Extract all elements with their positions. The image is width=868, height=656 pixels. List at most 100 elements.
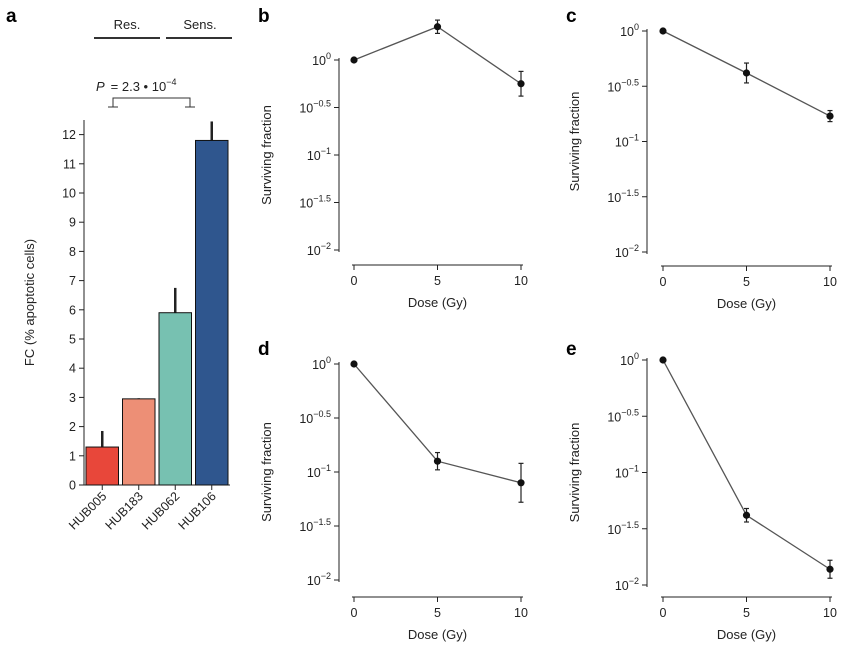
y-tick-exponent: −0.5	[621, 407, 639, 417]
x-tick-label: HUB106	[176, 489, 219, 532]
y-tick-label: 10−1.5	[607, 188, 639, 205]
y-tick-base: 10	[615, 579, 629, 593]
y-tick-label: 10−0.5	[299, 409, 331, 426]
y-axis-label: FC (% apoptotic cells)	[22, 239, 37, 366]
data-point	[433, 23, 442, 31]
x-axis-label: Dose (Gy)	[717, 627, 776, 642]
y-tick-base: 10	[607, 80, 621, 94]
x-tick-label: 10	[514, 606, 528, 620]
y-axis-label: Surviving fraction	[259, 105, 274, 205]
data-point	[742, 511, 751, 519]
y-tick-label: 10−1.5	[299, 194, 331, 211]
y-tick-base: 10	[620, 25, 634, 39]
series-line	[662, 359, 831, 570]
y-tick-base: 10	[607, 191, 621, 205]
panel-label-d: d	[258, 339, 270, 360]
series-line	[353, 26, 522, 85]
y-tick-label: 10	[62, 187, 76, 201]
y-tick-base: 10	[615, 136, 629, 150]
y-tick-label: 100	[312, 355, 331, 372]
data-point	[826, 565, 834, 573]
y-tick-exponent: −1.5	[621, 188, 639, 198]
bar-hub106	[195, 139, 229, 486]
y-tick-exponent: −0.5	[621, 77, 639, 87]
y-tick-label: 7	[69, 274, 76, 288]
y-tick-label: 4	[69, 362, 76, 376]
y-tick-label: 10−0.5	[299, 99, 331, 116]
y-tick-label: 11	[63, 157, 76, 171]
y-tick-base: 10	[312, 54, 326, 68]
y-tick-label: 10−2	[307, 241, 331, 258]
y-tick-base: 10	[620, 354, 634, 368]
y-tick-exponent: −2	[629, 243, 639, 253]
panel-label-a: a	[6, 6, 17, 27]
x-tick-label: 5	[743, 275, 750, 289]
y-tick-base: 10	[607, 523, 621, 537]
y-tick-exponent: 0	[326, 355, 331, 365]
y-tick-label: 10−1.5	[607, 520, 639, 537]
y-tick-exponent: 0	[326, 51, 331, 61]
bar-hub062	[158, 312, 192, 486]
y-tick-label: 12	[62, 128, 76, 142]
x-axis-label: Dose (Gy)	[717, 296, 776, 311]
y-tick-base: 10	[307, 466, 321, 480]
panel-label-e: e	[566, 339, 577, 360]
y-tick-label: 10−1	[615, 464, 639, 481]
y-tick-exponent: −1	[321, 463, 331, 473]
x-tick-label: 0	[351, 274, 358, 288]
group-annotation: Res. Sens. P = 2.3 • 10−4	[94, 17, 232, 108]
x-tick-label: HUB062	[139, 489, 182, 532]
data-point	[517, 479, 525, 487]
data-point	[742, 69, 751, 77]
y-tick-label: 10−1.5	[299, 517, 331, 534]
y-tick-label: 10−1	[307, 463, 331, 480]
y-tick-label: 10−1	[615, 133, 639, 150]
y-tick-exponent: −1.5	[621, 520, 639, 530]
y-tick-base: 10	[615, 246, 629, 260]
p-value-text: = 2.3 • 10	[111, 79, 167, 94]
x-tick-label: 5	[434, 274, 441, 288]
p-value-label: P = 2.3 • 10−4	[96, 77, 176, 94]
data-point	[517, 80, 525, 88]
y-tick-label: 10−0.5	[607, 77, 639, 94]
y-tick-label: 8	[69, 245, 76, 259]
y-tick-exponent: −1	[629, 133, 639, 143]
y-axis-label: Surviving fraction	[567, 92, 582, 192]
x-tick-label: 10	[823, 275, 837, 289]
y-tick-label: 2	[69, 420, 76, 434]
y-tick-label: 10−0.5	[607, 407, 639, 424]
y-tick-label: 100	[620, 351, 639, 368]
p-symbol: P	[96, 79, 105, 94]
y-tick-base: 10	[299, 102, 313, 116]
y-tick-label: 0	[69, 479, 76, 493]
x-tick-label: 10	[823, 606, 837, 620]
y-tick-label: 10−2	[615, 576, 639, 593]
panel-label-c: c	[566, 6, 577, 27]
y-tick-label: 10−2	[307, 571, 331, 588]
p-value-exponent: −4	[166, 77, 176, 87]
y-tick-label: 5	[69, 333, 76, 347]
x-tick-label: 0	[660, 606, 667, 620]
x-tick-label: 10	[514, 274, 528, 288]
sens-group-label: Sens.	[183, 17, 216, 32]
x-tick-label: 5	[434, 606, 441, 620]
data-point	[659, 356, 667, 364]
y-tick-base: 10	[607, 410, 621, 424]
y-tick-base: 10	[299, 520, 313, 534]
data-point	[826, 112, 834, 120]
y-tick-base: 10	[307, 244, 321, 258]
data-point	[350, 56, 358, 64]
data-point	[350, 360, 358, 368]
y-tick-label: 9	[69, 216, 76, 230]
y-axis-label: Surviving fraction	[567, 423, 582, 523]
y-tick-exponent: −1	[629, 464, 639, 474]
x-tick-label: 0	[660, 275, 667, 289]
y-tick-label: 10−2	[615, 243, 639, 260]
y-tick-exponent: −2	[321, 571, 331, 581]
y-tick-exponent: −2	[629, 576, 639, 586]
x-axis-label: Dose (Gy)	[408, 295, 467, 310]
